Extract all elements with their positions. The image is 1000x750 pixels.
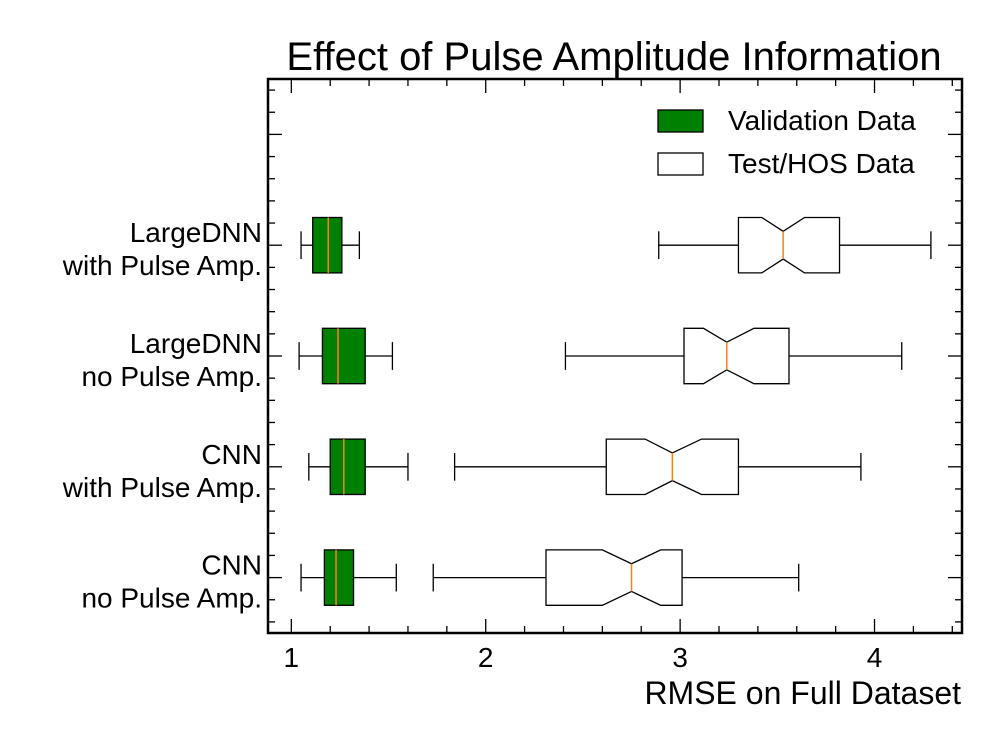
x-tick-label: 1 (284, 642, 300, 673)
legend-swatch (657, 152, 704, 176)
box-1 (737, 216, 841, 274)
y-tick-label: CNN no Pulse Amp. (81, 550, 262, 614)
y-tick-label-line: CNN (201, 550, 262, 581)
x-tick-label: 4 (867, 642, 883, 673)
y-tick-label: LargeDNN no Pulse Amp. (81, 328, 262, 392)
y-tick-label-line: no Pulse Amp. (81, 361, 262, 392)
y-tick-label-line: no Pulse Amp. (81, 583, 262, 614)
y-tick-label: CNN with Pulse Amp. (62, 439, 262, 503)
y-tick-label-line: LargeDNN (130, 328, 262, 359)
legend-label: Test/HOS Data (728, 148, 915, 179)
box-0 (329, 438, 366, 496)
y-tick-label-line: CNN (201, 439, 262, 470)
legend-label: Validation Data (728, 105, 916, 136)
box-0 (312, 216, 343, 274)
y-tick-label-line: with Pulse Amp. (62, 250, 262, 281)
box-1 (545, 549, 683, 606)
box-0 (321, 327, 366, 385)
box-0 (323, 549, 355, 606)
y-tick-label-line: with Pulse Amp. (62, 472, 262, 503)
x-axis-label: RMSE on Full Dataset (644, 675, 961, 711)
x-tick-label: 3 (672, 642, 688, 673)
legend-swatch (657, 109, 704, 133)
chart-title: Effect of Pulse Amplitude Information (286, 35, 941, 79)
y-tick-label-line: LargeDNN (130, 217, 262, 248)
y-tick-label: LargeDNN with Pulse Amp. (62, 217, 262, 281)
x-tick-label: 2 (478, 642, 494, 673)
box-1 (683, 327, 790, 385)
